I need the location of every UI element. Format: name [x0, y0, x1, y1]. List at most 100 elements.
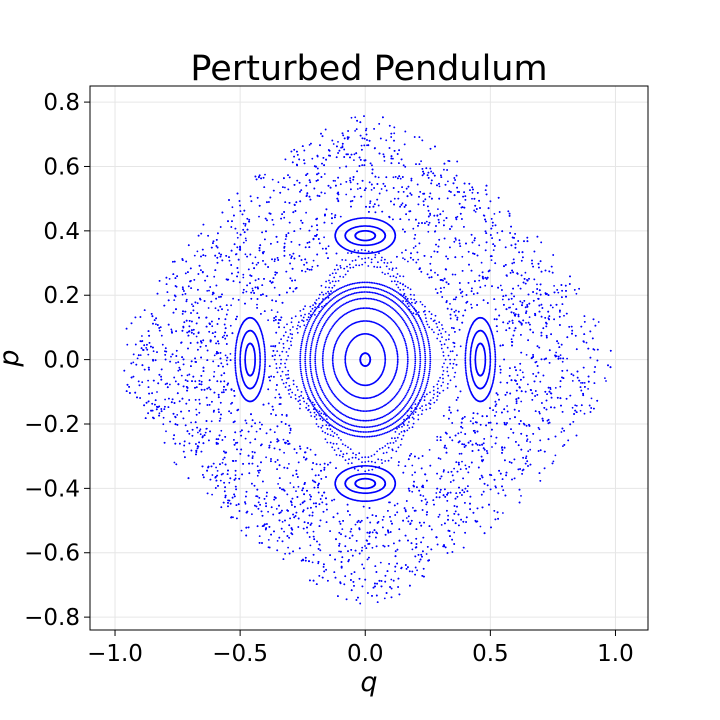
data-point: [426, 380, 429, 383]
data-point: [411, 392, 414, 395]
data-point: [396, 355, 399, 358]
data-point: [392, 295, 395, 297]
data-point: [525, 322, 527, 324]
data-point: [306, 339, 309, 341]
data-point: [288, 384, 291, 387]
data-point: [428, 348, 431, 351]
data-point: [394, 372, 397, 375]
data-point: [408, 386, 411, 389]
data-point: [386, 425, 389, 428]
data-point: [331, 425, 334, 428]
data-point: [313, 385, 316, 388]
data-point: [383, 427, 386, 429]
data-point: [314, 366, 317, 369]
data-point: [173, 299, 176, 301]
data-point: [401, 202, 404, 205]
data-point: [403, 292, 406, 295]
data-point: [342, 276, 345, 278]
data-point: [328, 286, 330, 289]
data-point: [330, 299, 332, 301]
data-point: [387, 386, 389, 388]
data-point: [383, 432, 386, 435]
data-point: [321, 409, 324, 411]
data-point: [401, 332, 403, 335]
data-point: [349, 266, 352, 269]
data-point: [289, 429, 292, 432]
data-point: [395, 267, 398, 269]
data-point: [287, 369, 290, 372]
data-point: [307, 335, 310, 337]
data-point: [267, 539, 270, 541]
data-point: [321, 247, 324, 250]
data-point: [403, 396, 406, 398]
data-point: [334, 296, 337, 298]
data-point: [559, 354, 562, 356]
data-point: [394, 421, 397, 424]
data-point: [442, 210, 444, 213]
data-point: [307, 316, 310, 319]
data-point: [411, 474, 414, 476]
data-point: [318, 297, 320, 300]
data-point: [340, 439, 342, 441]
data-point: [263, 343, 266, 346]
data-point: [437, 380, 440, 382]
data-point: [384, 421, 386, 424]
data-point: [493, 213, 496, 215]
data-point: [361, 297, 363, 300]
data-point: [345, 301, 348, 304]
data-point: [309, 448, 312, 451]
data-point: [442, 377, 444, 380]
data-point: [329, 306, 332, 309]
data-point: [321, 308, 324, 310]
data-point: [435, 492, 438, 494]
data-point: [313, 411, 316, 414]
data-point: [372, 308, 375, 311]
data-point: [333, 345, 336, 348]
data-point: [332, 324, 335, 327]
data-point: [399, 315, 402, 318]
data-point: [392, 422, 395, 425]
data-point: [398, 433, 401, 435]
data-point: [321, 401, 324, 403]
data-point: [411, 305, 414, 308]
data-point: [443, 286, 445, 289]
data-point: [380, 188, 383, 190]
data-point: [400, 331, 403, 334]
data-point: [281, 378, 283, 381]
data-point: [340, 316, 342, 319]
data-point: [345, 452, 348, 455]
data-point: [416, 382, 418, 384]
data-point: [386, 286, 389, 288]
data-point: [406, 325, 409, 328]
data-point: [371, 286, 373, 289]
data-point: [307, 337, 309, 339]
data-point: [385, 296, 388, 299]
data-point: [354, 116, 357, 119]
data-point: [418, 370, 421, 373]
data-point: [301, 340, 303, 343]
data-point: [316, 392, 319, 395]
data-point: [352, 266, 355, 269]
data-point: [242, 276, 245, 279]
data-point: [339, 334, 341, 336]
data-point: [474, 211, 477, 213]
data-point: [323, 413, 325, 415]
data-point: [230, 304, 233, 307]
data-point: [410, 413, 413, 415]
data-point: [213, 371, 216, 373]
data-point: [361, 461, 363, 463]
data-point: [388, 286, 391, 289]
data-point: [309, 411, 312, 414]
data-point: [239, 362, 242, 365]
data-point: [424, 358, 427, 361]
data-point: [318, 310, 321, 313]
data-point: [292, 486, 295, 489]
data-point: [322, 347, 325, 349]
data-point: [229, 353, 232, 355]
data-point: [258, 215, 260, 218]
data-point: [393, 375, 396, 378]
data-point: [350, 462, 353, 464]
data-point: [398, 305, 400, 308]
data-point: [397, 286, 400, 289]
data-point: [305, 342, 308, 345]
